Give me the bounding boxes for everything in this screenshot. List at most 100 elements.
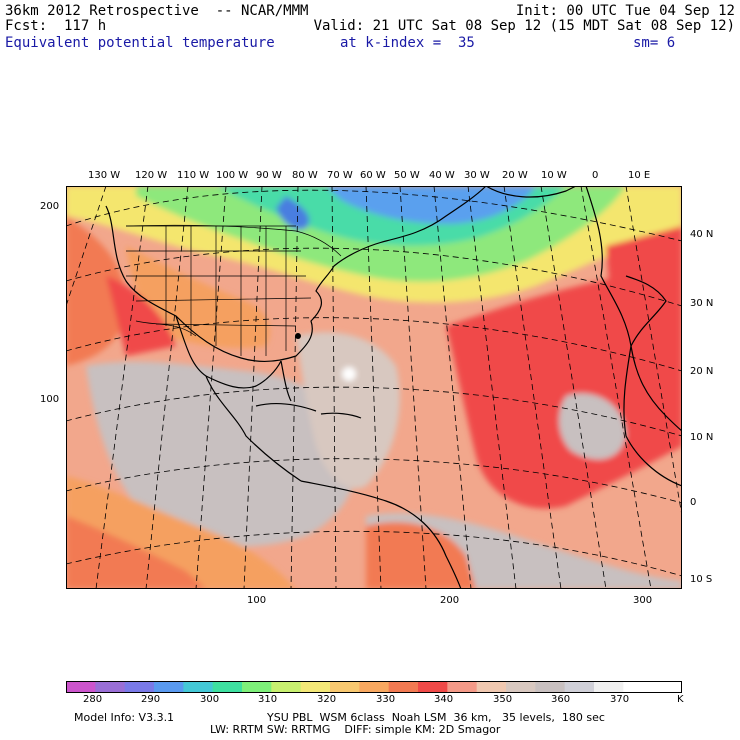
lon-label: 0: [592, 170, 599, 181]
colorbar-swatch: [476, 681, 507, 693]
colorbar-swatch: [418, 681, 448, 693]
canada-border: [125, 224, 342, 257]
lat-label: 20 N: [690, 366, 714, 377]
colorbar-swatch: [330, 681, 360, 693]
grey-east: [559, 393, 626, 460]
coastline-iberia: [625, 275, 667, 347]
coastline-florida: [280, 360, 292, 402]
grid-x-label: 300: [633, 595, 653, 606]
south-america-red: [366, 522, 476, 589]
theta-e-map: [66, 186, 682, 589]
init-time: Init: 00 UTC Tue 04 Sep 12: [515, 3, 735, 19]
lat-label: 40 N: [690, 229, 714, 240]
mexico-border: [135, 320, 197, 337]
west-warm: [66, 216, 127, 366]
coastline-greenland: [485, 186, 577, 198]
colorbar-swatch: [359, 681, 390, 693]
pacific-red: [66, 516, 206, 589]
storm-center-marker: [295, 333, 301, 339]
colorbar-swatch: [242, 681, 272, 693]
lat-0: [66, 458, 682, 504]
lon-label: 80 W: [292, 170, 318, 181]
colorbar-swatch: [447, 681, 478, 693]
colorbar-swatch: [271, 681, 302, 693]
lat-10s: [66, 530, 682, 577]
colorbar-label: 370: [610, 694, 630, 705]
blue-core-2: [276, 196, 310, 230]
colorbar-swatch: [652, 681, 682, 693]
grid-y-label: 100: [40, 394, 60, 405]
lat-label: 0: [690, 497, 697, 508]
storm-eye: [342, 367, 356, 381]
blue-core: [326, 186, 536, 224]
colorbar-swatch: [623, 681, 654, 693]
lon-lines: [66, 186, 682, 589]
grid-y-label: 200: [40, 201, 60, 212]
field-name: Equivalent potential temperature: [5, 35, 275, 51]
coastline-gulf: [175, 315, 282, 389]
header-title: 36km 2012 Retrospective -- NCAR/MMM: [5, 3, 309, 19]
grey-gulf: [86, 361, 359, 547]
lat-label: 10 N: [690, 432, 714, 443]
lat-10: [66, 386, 682, 437]
lat-20: [66, 317, 682, 372]
k-index: at k-index = 35: [340, 35, 475, 51]
lat-30: [66, 247, 682, 307]
forecast-hour: Fcst: 117 h: [5, 18, 107, 34]
physics-info-2: LW: RRTM SW: RRTMG DIFF: simple KM: 2D S…: [210, 723, 501, 736]
colorbar-swatch: [564, 681, 595, 693]
colorbar-label: 310: [258, 694, 278, 705]
colorbar-swatch: [594, 681, 624, 693]
colorbar-swatch: [388, 681, 419, 693]
colorbar-swatch: [66, 681, 96, 693]
coastline-central-am: [205, 375, 302, 482]
lon-label: 110 W: [177, 170, 210, 181]
colorbar-swatch: [535, 681, 566, 693]
lon-label: 130 W: [88, 170, 121, 181]
physics-info: YSU PBL WSM 6class Noah LSM 36 km, 35 le…: [267, 711, 605, 724]
lat-40: [66, 189, 682, 242]
grey-atl: [296, 332, 400, 489]
lon-label: 100 W: [216, 170, 249, 181]
colorbar-unit: K: [677, 694, 684, 705]
lon-label: 30 W: [464, 170, 490, 181]
colorbar-border: [66, 681, 682, 693]
lon-label: 20 W: [502, 170, 528, 181]
lon-label: 10 W: [541, 170, 567, 181]
colorbar-swatch: [300, 681, 331, 693]
colorbar-label: 350: [493, 694, 513, 705]
colorbar-swatch: [124, 681, 155, 693]
lon-label: 40 W: [429, 170, 455, 181]
coastline-hispaniola: [320, 412, 362, 419]
colorbar-label: 330: [376, 694, 396, 705]
colorbar-label: 280: [83, 694, 103, 705]
colorbar-label: 290: [141, 694, 161, 705]
atlantic-red: [446, 266, 682, 509]
colorbar-swatch: [506, 681, 536, 693]
coastline-africa: [623, 345, 682, 487]
grid-x-label: 200: [440, 595, 460, 606]
colorbar: [66, 681, 682, 693]
lon-label: 90 W: [256, 170, 282, 181]
lat-label: 30 N: [690, 298, 714, 309]
colorbar-swatch: [212, 681, 243, 693]
coastline-na: [105, 186, 487, 362]
grid-x-label: 100: [247, 595, 267, 606]
smoothing: sm= 6: [633, 35, 676, 51]
model-info: Model Info: V3.3.1: [74, 711, 175, 724]
lon-label: 120 W: [135, 170, 168, 181]
colorbar-label: 320: [317, 694, 337, 705]
lon-label: 50 W: [394, 170, 420, 181]
coastline-sa: [300, 480, 462, 589]
colorbar-swatch: [183, 681, 214, 693]
colorbar-label: 360: [551, 694, 571, 705]
lon-label: 60 W: [360, 170, 386, 181]
colorbar-label: 340: [434, 694, 454, 705]
valid-time: Valid: 21 UTC Sat 08 Sep 12 (15 MDT Sat …: [313, 18, 735, 34]
colorbar-label: 300: [200, 694, 220, 705]
colorbar-swatch: [95, 681, 126, 693]
africa-red: [606, 226, 682, 366]
lon-label: 10 E: [628, 170, 651, 181]
sw-warm: [106, 276, 176, 356]
coastline-cuba: [255, 402, 317, 412]
